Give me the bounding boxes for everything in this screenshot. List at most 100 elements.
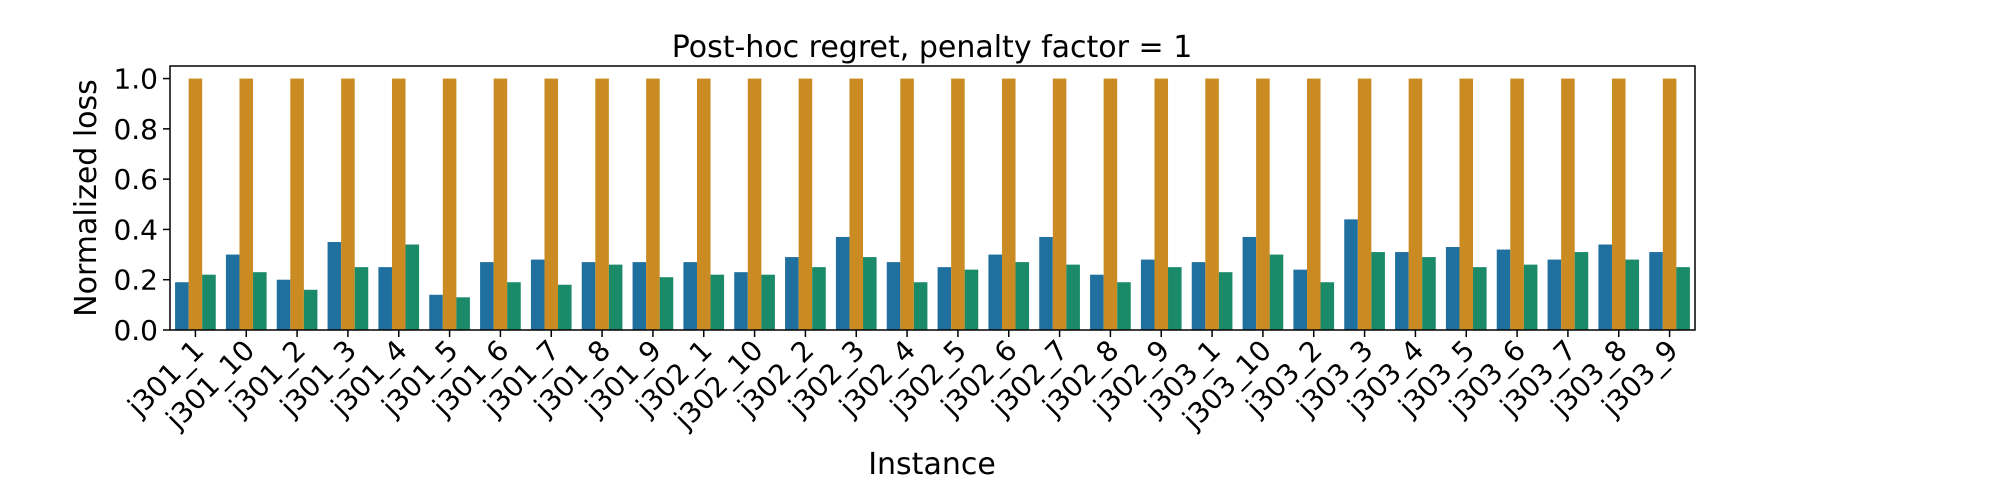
bar-j303_2-series-1 (1293, 269, 1307, 330)
y-tick-label: 0.6 (113, 163, 158, 196)
bar-j302_8-series-3 (1117, 282, 1131, 330)
bar-j303_1-series-2 (1205, 78, 1219, 330)
bar-j303_8-series-2 (1611, 78, 1626, 330)
bar-j301_10-series-3 (253, 272, 267, 330)
bar-j301_8-series-1 (581, 262, 596, 330)
bar-j303_7-series-3 (1574, 252, 1589, 330)
bar-j302_4-series-3 (913, 282, 928, 330)
bar-j303_10-series-2 (1256, 78, 1270, 330)
bar-j301_5-series-1 (429, 294, 443, 330)
bar-j301_1-series-3 (202, 274, 216, 330)
bar-j303_6-series-3 (1523, 264, 1538, 330)
bar-j301_5-series-3 (456, 297, 470, 330)
bar-j301_3-series-2 (341, 78, 355, 330)
bar-j301_2-series-1 (276, 279, 291, 330)
bar-j303_9-series-3 (1676, 267, 1690, 330)
bar-j302_7-series-1 (1039, 236, 1053, 330)
bar-j303_10-series-1 (1242, 236, 1257, 330)
bar-j302_7-series-3 (1066, 264, 1080, 330)
bar-j303_2-series-3 (1320, 282, 1335, 330)
bar-j303_3-series-2 (1357, 78, 1372, 330)
bar-j302_10-series-2 (747, 78, 762, 330)
bar-j301_4-series-2 (391, 78, 406, 330)
bar-j302_3-series-1 (835, 236, 850, 330)
bar-j301_7-series-2 (544, 78, 559, 330)
bar-j302_3-series-3 (863, 257, 877, 330)
bar-j303_8-series-1 (1598, 244, 1612, 330)
bar-j301_9-series-1 (632, 262, 647, 330)
bar-j303_5-series-2 (1459, 78, 1474, 330)
bar-j302_3-series-2 (849, 78, 864, 330)
bar-j302_4-series-1 (886, 262, 901, 330)
y-tick-label: 0.4 (113, 213, 158, 246)
bar-j301_10-series-1 (225, 254, 240, 330)
bar-j301_3-series-1 (327, 242, 342, 330)
bar-j302_6-series-1 (988, 254, 1002, 330)
bar-j302_2-series-3 (812, 267, 826, 330)
y-tick-label: 1.0 (113, 63, 158, 96)
bar-j303_7-series-1 (1547, 259, 1562, 330)
bar-j303_8-series-3 (1625, 259, 1640, 330)
bar-j302_10-series-1 (734, 272, 748, 330)
bar-j301_10-series-2 (239, 78, 254, 330)
bar-j302_2-series-1 (785, 257, 799, 330)
bar-j302_10-series-3 (761, 274, 775, 330)
bar-j303_3-series-3 (1371, 252, 1385, 330)
bar-j302_2-series-2 (798, 78, 813, 330)
bar-j301_7-series-3 (558, 284, 572, 330)
bar-j302_5-series-2 (951, 78, 965, 330)
chart-title: Post-hoc regret, penalty factor = 1 (672, 30, 1193, 65)
bar-j301_2-series-3 (303, 289, 318, 330)
bar-j303_10-series-3 (1269, 254, 1284, 330)
bar-j302_1-series-3 (710, 274, 725, 330)
bar-j301_4-series-1 (378, 267, 392, 330)
bar-j303_2-series-2 (1306, 78, 1321, 330)
bar-j301_6-series-1 (480, 262, 494, 330)
bar-j302_1-series-2 (696, 78, 711, 330)
bar-j303_5-series-3 (1473, 267, 1487, 330)
bar-j303_6-series-2 (1510, 78, 1524, 330)
bar-j301_1-series-1 (175, 282, 189, 330)
bar-j302_9-series-1 (1140, 259, 1155, 330)
bar-j302_7-series-2 (1052, 78, 1067, 330)
y-axis: 0.0 0.2 0.4 0.6 0.8 1.0 (113, 63, 170, 347)
bar-j302_9-series-3 (1168, 267, 1182, 330)
bar-j302_1-series-1 (683, 262, 697, 330)
bar-j301_1-series-2 (188, 78, 203, 330)
bar-j302_5-series-1 (937, 267, 952, 330)
bar-j302_5-series-3 (964, 269, 979, 330)
x-axis: j301_1j301_10j301_2j301_3j301_4j301_5j30… (121, 330, 1685, 436)
bar-j303_1-series-1 (1191, 262, 1206, 330)
bar-j302_9-series-2 (1154, 78, 1169, 330)
bar-j301_6-series-2 (493, 78, 508, 330)
bar-j303_4-series-1 (1395, 252, 1409, 330)
bar-j302_6-series-3 (1015, 262, 1030, 330)
x-axis-label: Instance (868, 447, 996, 482)
bar-j302_4-series-2 (900, 78, 914, 330)
bar-j303_9-series-2 (1662, 78, 1677, 330)
y-tick-label: 0.0 (113, 314, 158, 347)
y-tick-label: 0.2 (113, 264, 158, 297)
bar-j303_1-series-3 (1218, 272, 1233, 330)
bar-j303_3-series-1 (1344, 219, 1358, 330)
bar-j301_8-series-2 (595, 78, 609, 330)
bar-j303_9-series-1 (1649, 252, 1663, 330)
bar-j303_4-series-3 (1422, 257, 1436, 330)
bar-j301_8-series-3 (608, 264, 623, 330)
plot-frame (169, 65, 1696, 331)
bar-j303_7-series-2 (1561, 78, 1575, 330)
y-tick-label: 0.8 (113, 113, 158, 146)
bar-j302_8-series-1 (1090, 274, 1104, 330)
bar-j301_9-series-3 (659, 277, 674, 330)
bar-j301_2-series-2 (290, 78, 304, 330)
bar-j301_7-series-1 (530, 259, 545, 330)
bar-j302_6-series-2 (1001, 78, 1016, 330)
bar-j303_6-series-1 (1496, 249, 1511, 330)
y-axis-label: Normalized loss (69, 79, 104, 317)
bar-j301_3-series-3 (354, 267, 369, 330)
bar-j301_9-series-2 (646, 78, 660, 330)
bar-j302_8-series-2 (1103, 78, 1118, 330)
bar-j303_5-series-1 (1445, 247, 1460, 330)
bar-j301_5-series-2 (442, 78, 457, 330)
